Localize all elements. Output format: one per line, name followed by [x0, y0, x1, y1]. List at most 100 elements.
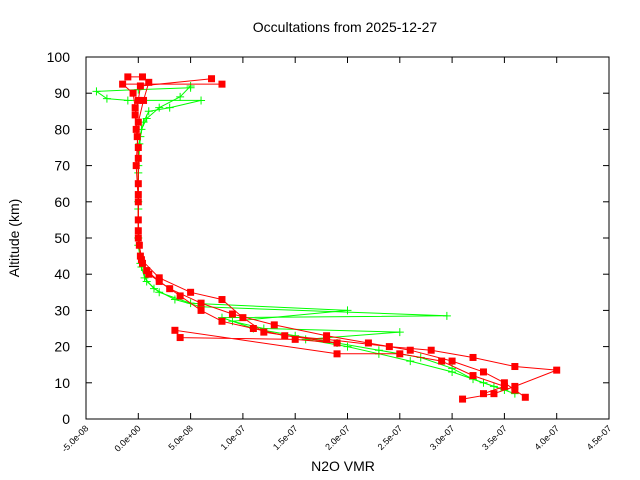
y-tick-label: 100 [47, 49, 71, 65]
data-point [197, 299, 205, 307]
data-point [442, 311, 451, 320]
data-point [438, 357, 446, 365]
data-point [140, 96, 148, 104]
data-point [132, 162, 140, 170]
data-point [145, 270, 153, 278]
data-point [260, 328, 268, 336]
x-axis-label: N2O VMR [311, 458, 375, 474]
data-point [553, 366, 561, 374]
data-point [406, 357, 415, 366]
data-point [500, 379, 508, 387]
y-tick-label: 0 [62, 411, 70, 427]
data-point [165, 103, 174, 112]
data-point [333, 350, 341, 358]
data-point [448, 367, 457, 376]
x-tick-label: 3.5e-07 [480, 423, 509, 452]
data-point [145, 78, 153, 86]
data-point [176, 92, 185, 101]
y-tick-label: 50 [54, 230, 70, 246]
data-point [197, 96, 206, 105]
data-point [343, 342, 352, 351]
y-tick-label: 80 [54, 121, 70, 137]
series-1-profile-0-line [134, 78, 526, 398]
data-point [396, 350, 404, 358]
data-point [511, 382, 519, 390]
data-point [301, 335, 310, 344]
data-point [142, 277, 151, 286]
data-point [218, 80, 226, 88]
data-point [102, 94, 111, 103]
data-point [521, 393, 529, 401]
data-point [132, 125, 140, 133]
data-point [208, 75, 216, 83]
data-point [170, 295, 179, 304]
data-point [155, 274, 163, 282]
data-point [395, 328, 404, 337]
data-point [479, 390, 487, 398]
data-point [131, 111, 139, 119]
y-tick-label: 10 [54, 375, 70, 391]
data-point [511, 363, 519, 371]
data-point [249, 325, 257, 332]
chart-title: Occultations from 2025-12-27 [253, 19, 438, 35]
x-tick-label: 0.0e+00 [112, 423, 142, 453]
data-point [155, 103, 164, 112]
data-point [291, 335, 299, 343]
x-tick-label: -5.0e-08 [60, 423, 91, 454]
data-point [155, 288, 164, 297]
y-tick-label: 40 [54, 266, 70, 282]
data-point [176, 292, 184, 300]
x-tick-label: 2.5e-07 [376, 423, 405, 452]
data-point [490, 390, 498, 398]
data-point [323, 332, 331, 340]
data-point [511, 386, 519, 394]
plot-area [92, 73, 561, 403]
data-point [406, 346, 414, 354]
data-point [323, 335, 331, 343]
x-tick-label: 4.5e-07 [585, 423, 614, 452]
data-point [134, 154, 142, 162]
data-point [343, 306, 352, 315]
x-tick-label: 3.0e-07 [428, 423, 457, 452]
data-point [131, 104, 139, 112]
y-tick-label: 20 [54, 339, 70, 355]
data-point [448, 357, 456, 365]
data-point [136, 82, 144, 90]
data-point [137, 256, 145, 264]
data-point [469, 372, 477, 380]
x-tick-label: 2.0e-07 [323, 423, 352, 452]
data-point [239, 314, 247, 322]
x-tick-label: 5.0e-08 [166, 423, 195, 452]
data-point [186, 81, 195, 90]
data-point [123, 96, 132, 105]
data-point [385, 343, 393, 351]
plot-frame [85, 56, 610, 420]
data-point [143, 267, 151, 275]
data-point [124, 73, 132, 81]
data-point [218, 296, 226, 304]
data-point [187, 288, 195, 296]
data-point [129, 89, 137, 97]
y-tick-label: 60 [54, 194, 70, 210]
data-point [119, 80, 127, 88]
data-point [270, 321, 278, 329]
data-point [134, 234, 142, 242]
data-point [228, 310, 236, 318]
data-point [138, 259, 146, 267]
data-point [144, 107, 153, 116]
data-point [218, 317, 226, 325]
data-point [427, 346, 435, 354]
data-point [176, 334, 184, 342]
y-tick-label: 70 [54, 158, 70, 174]
data-point [479, 378, 488, 387]
data-point [149, 284, 158, 293]
data-point [171, 326, 179, 334]
axis-ticks: -5.0e-08 0.0e+00 5.0e-08 1.0e-07 1.5e-07 2.0e… [47, 49, 614, 454]
data-point [134, 118, 142, 126]
data-point [142, 114, 151, 123]
data-point [138, 73, 146, 81]
series-0-profile-0-line [94, 87, 516, 395]
data-point [459, 395, 467, 403]
data-point [197, 306, 205, 314]
